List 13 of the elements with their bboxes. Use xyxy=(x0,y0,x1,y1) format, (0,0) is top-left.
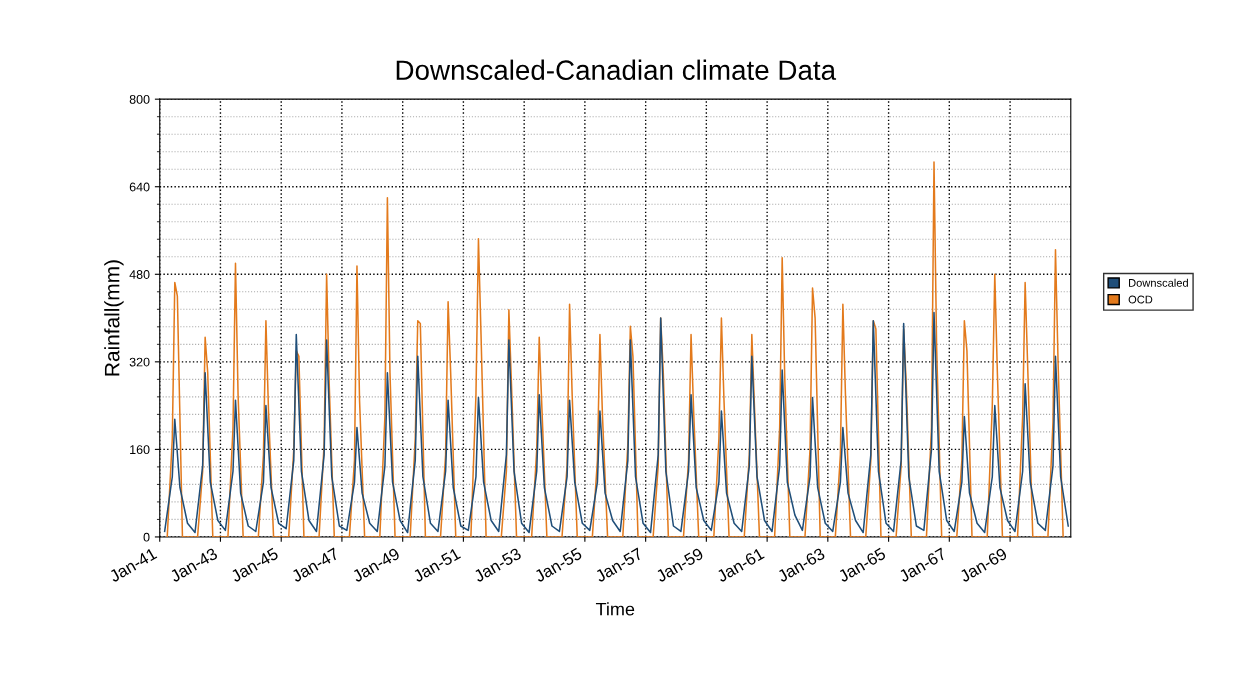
y-tick-label: 800 xyxy=(129,94,150,104)
legend-label: OCD xyxy=(1128,295,1153,304)
y-tick-label: 320 xyxy=(129,357,150,367)
y-axis-title: Rainfall(mm) xyxy=(104,260,124,376)
y-tick-label: 0 xyxy=(143,532,150,542)
y-tick-label: 160 xyxy=(130,445,150,455)
chart-title: Downscaled-Canadian climate Data xyxy=(396,59,837,81)
line-series xyxy=(166,161,1064,537)
line-series xyxy=(163,311,1069,534)
legend-label: Downscaled xyxy=(1129,278,1188,287)
x-axis-title: Time xyxy=(595,602,635,616)
y-tick-label: 640 xyxy=(129,182,150,192)
y-tick-label: 480 xyxy=(129,270,150,279)
